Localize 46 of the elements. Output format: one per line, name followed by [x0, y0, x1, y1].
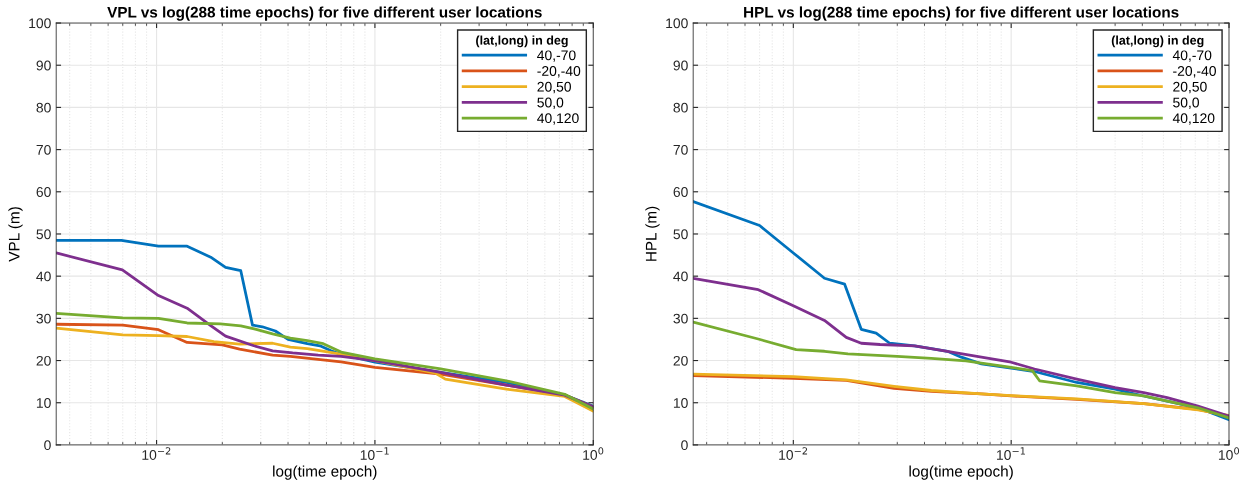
legend-label: -20,-40: [1173, 66, 1216, 78]
y-tick-label: 70: [36, 144, 51, 155]
x-tick-label: 10$^{0}$: [1218, 447, 1240, 460]
chart-title: VPL vs log(288 time epochs) for five different user locations: [107, 6, 542, 21]
y-tick-label: 0: [44, 440, 51, 451]
y-tick-label: 40: [673, 271, 688, 282]
legend-label: 40,-70: [1172, 50, 1212, 62]
legend-label: -20,-40: [537, 66, 581, 78]
legend-label: 40,120: [537, 113, 579, 125]
chart-title: HPL vs log(288 time epochs) for five different user locations: [744, 6, 1179, 21]
y-tick-label: 100: [29, 18, 51, 29]
y-tick-label: 10: [673, 398, 688, 408]
y-tick-label: 80: [673, 102, 688, 113]
y-tick-label: 80: [36, 102, 51, 113]
y-tick-label: 40: [36, 271, 51, 282]
y-tick-label: 30: [673, 313, 688, 324]
y-tick-label: 50: [673, 229, 688, 240]
legend-label: 40,-70: [537, 50, 576, 62]
x-tick-label: 10$^{−1}$: [997, 447, 1025, 460]
y-tick-label: 20: [673, 355, 688, 366]
legend-title: (lat,long) in deg: [476, 35, 568, 48]
x-axis-title: log(time epoch): [273, 465, 377, 480]
legend-title: (lat,long) in deg: [1111, 35, 1204, 48]
legend-label: 50,0: [537, 97, 564, 110]
x-tick-label: 10$^{−1}$: [360, 447, 389, 460]
x-tick-label: 10$^{0}$: [583, 447, 604, 460]
y-tick-label: 60: [673, 187, 688, 197]
y-tick-label: 60: [36, 187, 51, 197]
legend-label: 20,50: [537, 81, 571, 94]
y-axis-title: VPL (m): [8, 207, 23, 262]
y-tick-label: 0: [681, 440, 688, 451]
y-tick-label: 90: [36, 60, 51, 71]
y-tick-label: 100: [666, 18, 688, 29]
legend-label: 50,0: [1173, 97, 1199, 110]
y-tick-label: 20: [36, 355, 51, 366]
y-tick-label: 90: [673, 60, 688, 71]
y-tick-label: 30: [36, 313, 51, 324]
y-tick-label: 10: [36, 398, 51, 408]
legend-label: 20,50: [1173, 81, 1207, 94]
y-tick-label: 70: [673, 144, 688, 155]
y-tick-label: 50: [36, 229, 51, 240]
legend-label: 40,120: [1172, 113, 1215, 125]
y-axis-title: HPL (m): [645, 206, 660, 261]
x-tick-label: 10$^{−2}$: [779, 447, 808, 460]
x-axis-title: log(time epoch): [909, 465, 1013, 480]
x-tick-label: 10$^{−2}$: [142, 447, 171, 460]
